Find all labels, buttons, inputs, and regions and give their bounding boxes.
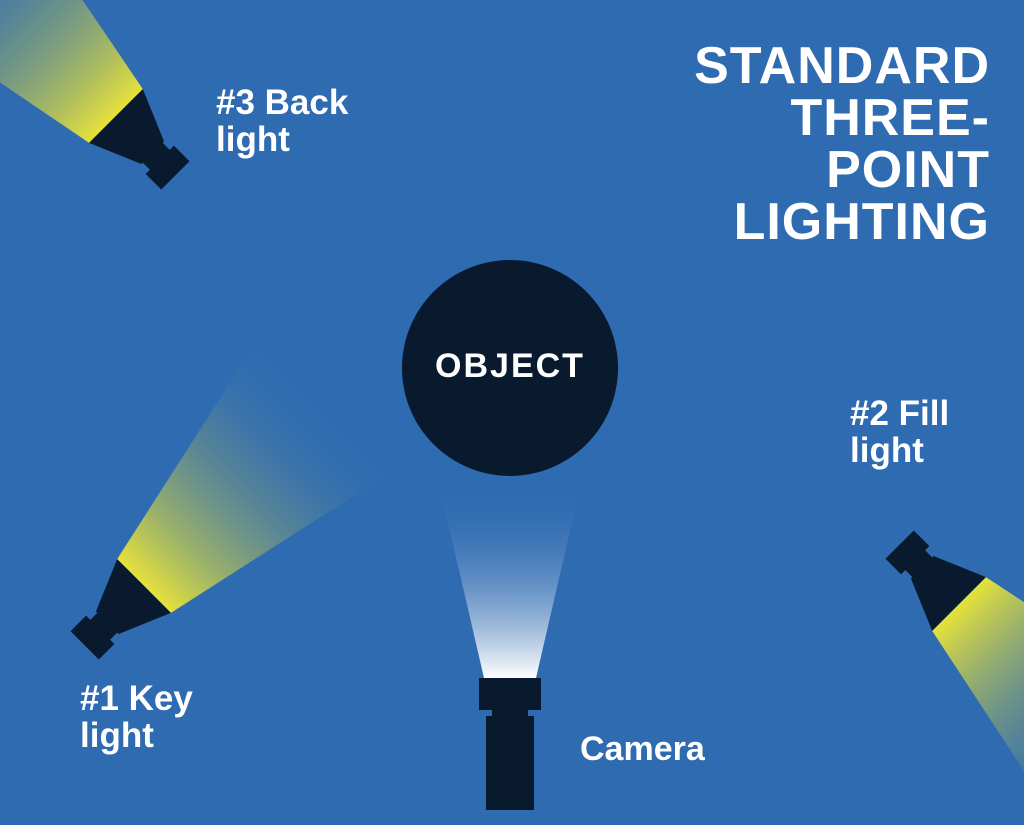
title-line-2: THREE- <box>694 92 990 144</box>
back-light-label: #3 Back light <box>216 84 348 158</box>
title-line-4: LIGHTING <box>694 196 990 248</box>
diagram-title: STANDARD THREE- POINT LIGHTING <box>694 40 990 248</box>
title-line-3: POINT <box>694 144 990 196</box>
key-light-label: #1 Key light <box>80 680 193 754</box>
diagram-canvas: STANDARD THREE- POINT LIGHTING OBJECT #3… <box>0 0 1024 825</box>
camera-label: Camera <box>580 730 705 769</box>
title-line-1: STANDARD <box>694 40 990 92</box>
object-label: OBJECT <box>410 347 610 386</box>
fill-light-label: #2 Fill light <box>850 395 949 469</box>
